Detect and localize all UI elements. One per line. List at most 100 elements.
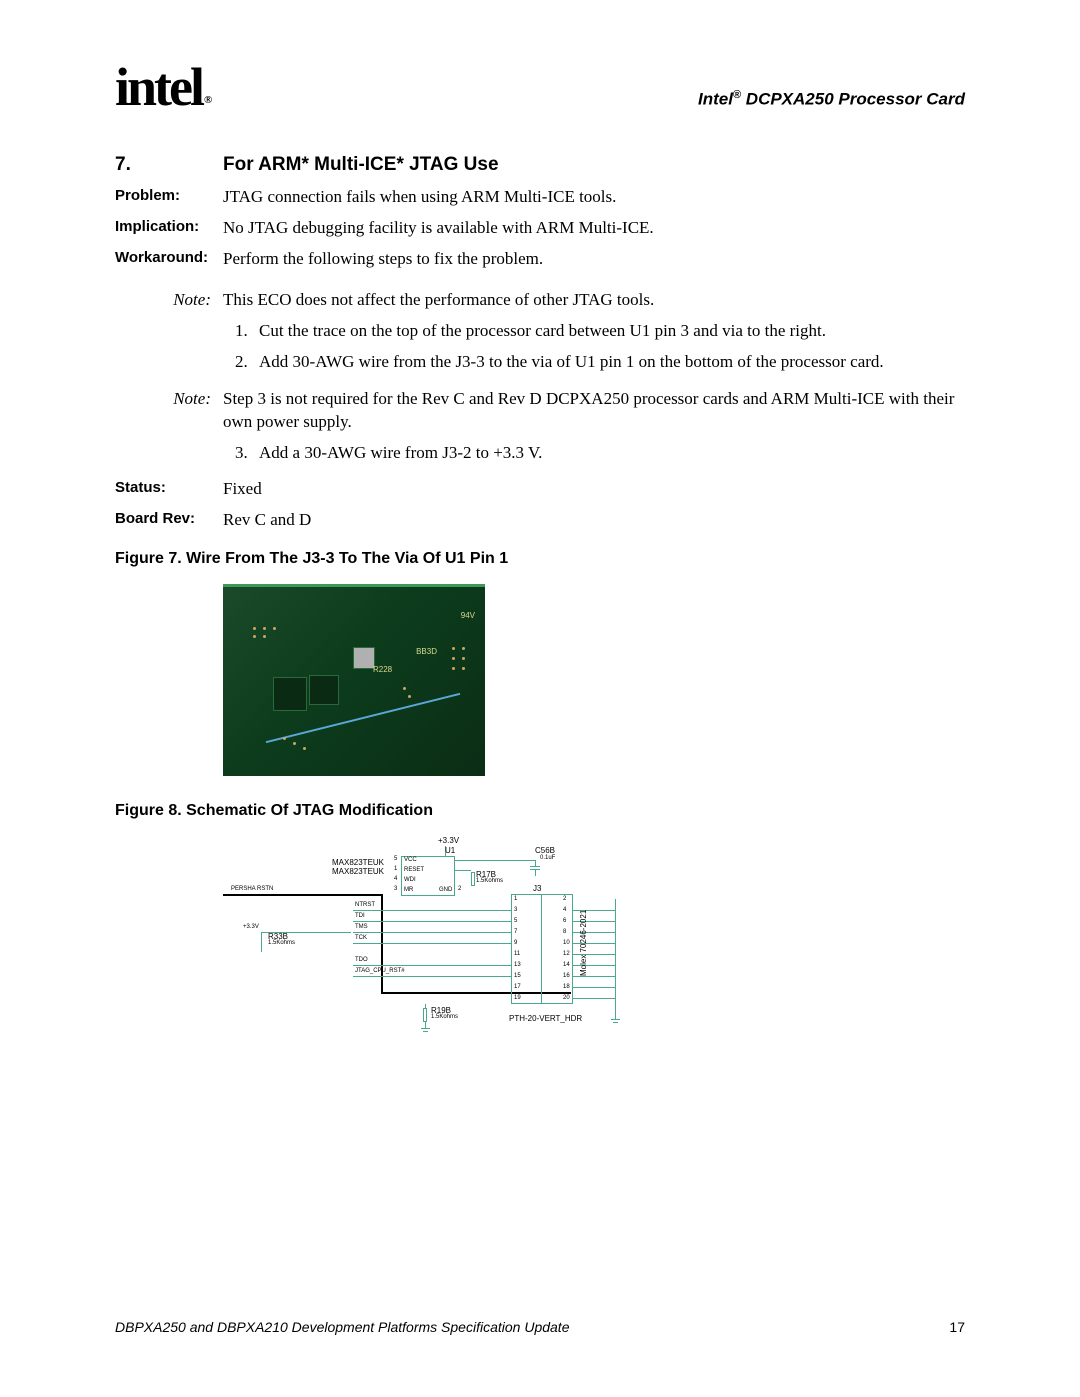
- sch-jpin: 19: [514, 995, 521, 1001]
- intel-logo: intel®: [115, 60, 207, 114]
- note1-row: Note: This ECO does not affect the perfo…: [115, 289, 965, 312]
- sch-pin-num: 3: [394, 886, 397, 892]
- implication-value: No JTAG debugging facility is available …: [223, 217, 965, 240]
- sch-jpin: 6: [563, 918, 566, 924]
- page-content: intel® Intel® DCPXA250 Processor Card 7.…: [115, 60, 965, 1044]
- product-prefix: Intel: [698, 90, 733, 109]
- pcb-silk-label: R228: [373, 665, 392, 674]
- step1-text: Cut the trace on the top of the processo…: [259, 320, 826, 343]
- sch-jpin: 14: [563, 962, 570, 968]
- sch-u1-part: MAX823TEUK: [332, 858, 384, 867]
- note1-label: Note:: [115, 289, 223, 312]
- pcb-via: [253, 635, 256, 638]
- pcb-via: [303, 747, 306, 750]
- sch-pin-num: 4: [394, 876, 397, 882]
- sch-wire: [573, 976, 615, 977]
- sch-jpin: 18: [563, 984, 570, 990]
- sch-jpin: 2: [563, 896, 566, 902]
- pcb-via: [263, 635, 266, 638]
- sch-jpin: 8: [563, 929, 566, 935]
- implication-label: Implication:: [115, 217, 223, 240]
- section-title: For ARM* Multi-ICE* JTAG Use: [223, 154, 499, 176]
- sch-jpin: 16: [563, 973, 570, 979]
- sch-wire: [353, 932, 511, 933]
- section-heading: 7. For ARM* Multi-ICE* JTAG Use: [115, 154, 965, 176]
- step3-text: Add a 30-AWG wire from J3-2 to +3.3 V.: [259, 442, 542, 465]
- sch-jpin: 17: [514, 984, 521, 990]
- boardrev-label: Board Rev:: [115, 509, 223, 532]
- pcb-via: [462, 667, 465, 670]
- product-name: DCPXA250 Processor Card: [741, 90, 965, 109]
- status-value: Fixed: [223, 478, 965, 501]
- pcb-silk-label: 94V: [461, 611, 475, 620]
- sch-wire: [261, 932, 262, 952]
- sch-jpin: 3: [514, 907, 517, 913]
- figure8-schematic: +3.3V U1 MAX823TEUK MAX823TEUK VCC RESET…: [223, 836, 643, 1044]
- pcb-via: [452, 667, 455, 670]
- pcb-via: [403, 687, 406, 690]
- sch-jpin: 20: [563, 995, 570, 1001]
- page-footer: DBPXA250 and DBPXA210 Development Platfo…: [115, 1319, 965, 1335]
- sch-connector-part: Molex 70246-2021: [579, 910, 588, 976]
- workaround-label: Workaround:: [115, 248, 223, 271]
- sch-j3-refdes: J3: [533, 884, 541, 893]
- sch-footer-label: PTH-20-VERT_HDR: [509, 1014, 582, 1023]
- step2-num: 2.: [235, 351, 259, 374]
- sch-net-label: TDO: [355, 957, 368, 963]
- sch-pin-num: 2: [458, 886, 461, 892]
- pcb-via: [253, 627, 256, 630]
- sch-wire-black: [381, 894, 383, 994]
- product-registered: ®: [733, 89, 741, 101]
- sch-resistor: [471, 872, 475, 886]
- sch-net-label: NTRST: [355, 902, 375, 908]
- sch-jpin: 15: [514, 973, 521, 979]
- pcb-via: [452, 657, 455, 660]
- step2-text: Add 30-AWG wire from the J3-3 to the via…: [259, 351, 884, 374]
- sch-wire: [615, 899, 616, 1019]
- sch-jpin: 4: [563, 907, 566, 913]
- problem-row: Problem: JTAG connection fails when usin…: [115, 186, 965, 209]
- pcb-via: [283, 737, 286, 740]
- sch-jpin: 5: [514, 918, 517, 924]
- note2-row: Note: Step 3 is not required for the Rev…: [115, 388, 965, 434]
- pcb-via: [273, 627, 276, 630]
- sch-resistor: [423, 1008, 427, 1022]
- sch-wire: [353, 943, 511, 944]
- pcb-chip: [273, 677, 307, 711]
- sch-jpin: 12: [563, 951, 570, 957]
- sch-c56b-refdes: C56B: [535, 846, 555, 855]
- pcb-silk-label: BB3D: [416, 647, 437, 656]
- note2-label: Note:: [115, 388, 223, 434]
- step3: 3. Add a 30-AWG wire from J3-2 to +3.3 V…: [235, 442, 965, 465]
- sch-pin-label: MR: [404, 887, 413, 893]
- sch-jpin: 9: [514, 940, 517, 946]
- figure8-caption: Figure 8. Schematic Of JTAG Modification: [115, 802, 965, 820]
- sch-pin-num: 5: [394, 856, 397, 862]
- problem-value: JTAG connection fails when using ARM Mul…: [223, 186, 965, 209]
- sch-vcc-label: +3.3V: [438, 836, 459, 845]
- pcb-via: [462, 657, 465, 660]
- sch-jpin: 1: [514, 896, 517, 902]
- sch-net-label: TMS: [355, 924, 368, 930]
- workaround-row: Workaround: Perform the following steps …: [115, 248, 965, 271]
- sch-wire-black: [223, 894, 383, 896]
- pcb-via: [452, 647, 455, 650]
- sch-wire: [425, 1004, 426, 1008]
- note1-value: This ECO does not affect the performance…: [223, 289, 965, 312]
- sch-wire: [455, 870, 471, 871]
- steps-list-a: 1. Cut the trace on the top of the proce…: [235, 320, 965, 374]
- sch-r33b-value: 1.5Kohms: [268, 940, 295, 946]
- status-label: Status:: [115, 478, 223, 501]
- sch-wire: [573, 998, 615, 999]
- sch-j3-divider: [541, 894, 542, 1004]
- footer-page-number: 17: [949, 1319, 965, 1335]
- sch-gnd-icon: [421, 1028, 430, 1029]
- sch-u1-refdes: U1: [445, 846, 455, 855]
- problem-label: Problem:: [115, 186, 223, 209]
- pcb-via: [462, 647, 465, 650]
- sch-wire: [353, 965, 511, 966]
- note2-value: Step 3 is not required for the Rev C and…: [223, 388, 965, 434]
- sch-net-label: TDI: [355, 913, 365, 919]
- boardrev-row: Board Rev: Rev C and D: [115, 509, 965, 532]
- sch-jpin: 11: [514, 951, 520, 957]
